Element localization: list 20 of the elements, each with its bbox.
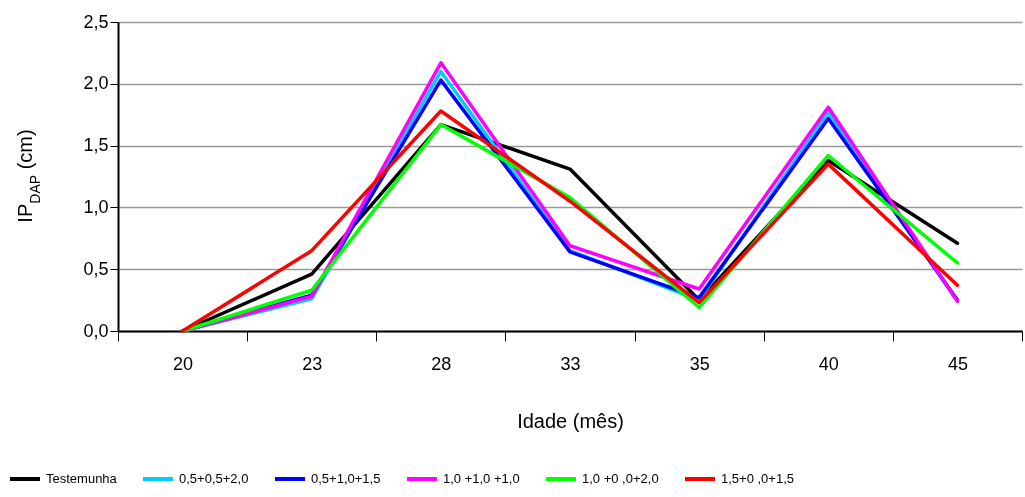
legend-label: 1,5+0 ,0+1,5 — [721, 471, 795, 486]
x-tick-label: 35 — [689, 353, 710, 374]
legend-label: Testemunha — [46, 471, 118, 486]
legend-label: 0,5+1,0+1,5 — [311, 471, 381, 486]
x-tick-label: 45 — [947, 353, 968, 374]
y-tick-label: 1,0 — [83, 196, 109, 217]
y-tick-label: 2,0 — [83, 73, 109, 94]
y-tick-label: 1,5 — [83, 135, 109, 156]
y-tick-label: 2,5 — [83, 11, 109, 32]
x-axis-title: Idade (mês) — [517, 409, 624, 432]
x-tick-label: 20 — [173, 353, 194, 374]
x-tick-label: 28 — [431, 353, 452, 374]
legend-label: 1,0 +1,0 +1,0 — [443, 471, 520, 486]
x-tick-label: 33 — [560, 353, 581, 374]
x-tick-label: 23 — [302, 353, 323, 374]
y-tick-label: 0,5 — [83, 258, 109, 279]
legend-label: 1,0 +0 ,0+2,0 — [582, 471, 659, 486]
x-tick-label: 40 — [818, 353, 839, 374]
legend-label: 0,5+0,5+2,0 — [179, 471, 249, 486]
y-tick-label: 0,0 — [83, 320, 109, 341]
